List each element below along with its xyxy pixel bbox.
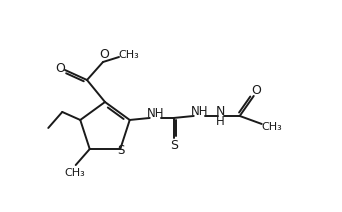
Text: O: O: [99, 49, 109, 61]
Text: NH: NH: [147, 107, 165, 120]
Text: CH₃: CH₃: [261, 122, 282, 132]
Text: O: O: [251, 84, 261, 98]
Text: O: O: [55, 61, 65, 74]
Text: H: H: [216, 116, 225, 128]
Text: CH₃: CH₃: [64, 168, 85, 178]
Text: N: N: [216, 105, 225, 119]
Text: CH₃: CH₃: [119, 50, 140, 60]
Text: S: S: [117, 144, 124, 156]
Text: S: S: [170, 139, 178, 152]
Text: NH: NH: [191, 105, 209, 119]
